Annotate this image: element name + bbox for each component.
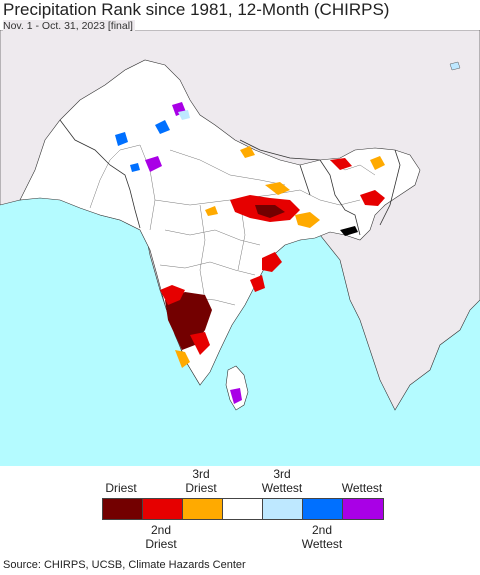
precipitation-map xyxy=(0,30,480,466)
legend-color-bar xyxy=(102,498,384,520)
legend-label-3rd-wettest: 3rd Wettest xyxy=(261,467,303,495)
source-credit: Source: CHIRPS, UCSB, Climate Hazards Ce… xyxy=(3,559,246,571)
country-borders xyxy=(59,119,401,236)
sri-lanka xyxy=(225,365,249,411)
swatch-3rd-driest xyxy=(183,499,223,519)
swatch-2nd-wettest xyxy=(303,499,343,519)
legend-label-wettest: Wettest xyxy=(341,481,383,495)
legend-label-3rd-driest: 3rd Driest xyxy=(185,467,217,495)
swatch-driest xyxy=(103,499,143,519)
legend-label-driest: Driest xyxy=(105,481,137,495)
dry-anomalies xyxy=(160,146,385,368)
map-title: Precipitation Rank since 1981, 12-Month … xyxy=(3,0,390,19)
swatch-3rd-wettest xyxy=(263,499,303,519)
swatch-normal xyxy=(223,499,263,519)
swatch-2nd-driest xyxy=(143,499,183,519)
map-subtitle: Nov. 1 - Oct. 31, 2023 [final] xyxy=(3,20,135,32)
legend-label-2nd-driest: 2nd Driest xyxy=(145,523,177,551)
legend-label-2nd-wettest: 2nd Wettest xyxy=(301,523,343,551)
wet-anomalies xyxy=(115,61,461,404)
swatch-wettest xyxy=(343,499,383,519)
